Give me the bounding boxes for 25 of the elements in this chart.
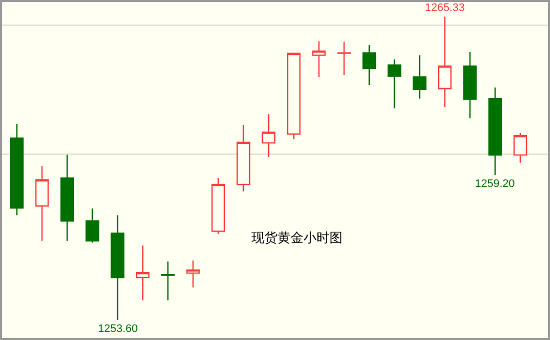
- candlestick: [362, 44, 376, 86]
- candlestick: [312, 40, 326, 78]
- candlestick: [186, 260, 200, 288]
- candlestick: [412, 54, 426, 100]
- annotation: 1265.33: [425, 2, 465, 14]
- candlestick: [463, 51, 477, 119]
- candlestick: [211, 177, 226, 234]
- annotation: 1259.20: [475, 178, 515, 190]
- candlestick: [337, 41, 351, 76]
- candlestick: [236, 124, 250, 192]
- candlestick: [161, 260, 175, 301]
- candlestick: [35, 165, 49, 242]
- candlestick: [488, 86, 502, 176]
- annotation: 1253.60: [98, 323, 138, 335]
- candlestick: [86, 208, 100, 244]
- candlestick: [110, 214, 124, 321]
- candlestick: [438, 16, 452, 108]
- candlestick: [136, 244, 150, 301]
- candlestick: [513, 132, 528, 164]
- text: 现货黄金小时图: [251, 230, 342, 246]
- candlestick: [262, 114, 276, 158]
- candlestick: [388, 58, 402, 109]
- candlestick: [60, 154, 74, 242]
- candlestick: [286, 52, 301, 140]
- candlestick: [10, 123, 24, 216]
